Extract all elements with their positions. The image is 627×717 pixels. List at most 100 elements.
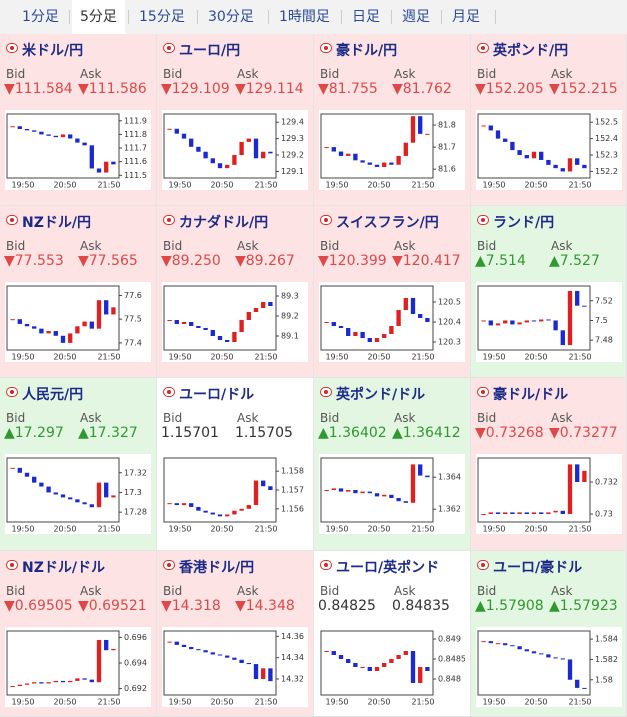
bid-label: Bid bbox=[320, 239, 340, 253]
candle bbox=[539, 319, 544, 322]
tab[interactable]: 5分足 bbox=[72, 0, 125, 34]
candle bbox=[425, 318, 430, 322]
rate-panel[interactable]: カナダドル/円 Bid Ask ▼89.250 ▼89.267 89.3 89.2 89.1 1… bbox=[157, 206, 314, 378]
rate-panel[interactable]: NZドル/ドル Bid Ask ▼0.69505 ▼0.69521 0.696 0.694 0… bbox=[0, 551, 157, 717]
tab[interactable]: 15分足 bbox=[139, 9, 185, 25]
rate-panel[interactable]: 豪ドル/ドル Bid Ask ▼0.73268 ▼0.73277 0.732 0.73 19:… bbox=[471, 378, 627, 551]
pair-name[interactable]: カナダドル/円 bbox=[179, 215, 269, 231]
bid-price: 1.15701 bbox=[161, 425, 219, 441]
mini-chart: 0.696 0.694 0.692 19:50 20:50 21:50 bbox=[5, 627, 151, 707]
ask-price: ▼0.69521 bbox=[78, 598, 147, 614]
pair-name[interactable]: ユーロ/円 bbox=[179, 43, 241, 59]
y-tick-label: 111.8 bbox=[124, 130, 147, 139]
tab[interactable]: 1時間足 bbox=[279, 9, 330, 25]
candle bbox=[239, 320, 244, 332]
pair-name[interactable]: 香港ドル/円 bbox=[179, 560, 255, 576]
separator bbox=[391, 10, 392, 24]
plot-frame bbox=[320, 630, 434, 696]
candle bbox=[367, 162, 372, 165]
x-tick-label: 21:50 bbox=[97, 698, 120, 707]
ask-price: ▲1.57923 bbox=[549, 598, 618, 614]
pair-name[interactable]: NZドル/ドル bbox=[22, 560, 105, 576]
rate-panel[interactable]: 豪ドル/円 Bid Ask ▼81.755 ▼81.762 81.8 81.7 81.6 19:… bbox=[314, 34, 471, 206]
candle bbox=[346, 490, 351, 492]
x-tick-label: 19:50 bbox=[482, 181, 505, 190]
ask-label: Ask bbox=[394, 67, 416, 81]
rate-panel[interactable]: ユーロ/英ポンド Bid Ask 0.84825 0.84835 0.849 0.8485 0… bbox=[314, 551, 471, 717]
y-tick-label: 77.5 bbox=[124, 315, 142, 324]
candle bbox=[10, 126, 15, 128]
y-tick-label: 17.28 bbox=[124, 508, 147, 517]
y-tick-label: 17.3 bbox=[124, 488, 142, 497]
x-tick-label: 19:50 bbox=[168, 698, 191, 707]
y-tick-label: 1.58 bbox=[595, 675, 613, 684]
bid-price: ▼89.250 bbox=[161, 253, 221, 269]
pair-name[interactable]: 豪ドル/円 bbox=[336, 43, 398, 59]
rate-panel[interactable]: スイスフラン/円 Bid Ask ▼120.399 ▼120.417 120.5 120.4… bbox=[314, 206, 471, 378]
flag-icon bbox=[6, 215, 18, 225]
pair-name[interactable]: ランド/円 bbox=[493, 215, 555, 231]
tab[interactable]: 1分足 bbox=[22, 9, 59, 25]
candle bbox=[488, 512, 493, 514]
tab[interactable]: 日足 bbox=[352, 9, 380, 25]
candle bbox=[503, 320, 508, 324]
tab[interactable]: 30分足 bbox=[208, 9, 254, 25]
ask-label: Ask bbox=[394, 584, 416, 598]
candle bbox=[196, 506, 201, 511]
candle bbox=[174, 128, 179, 134]
candle bbox=[495, 643, 501, 645]
ask-label: Ask bbox=[237, 239, 259, 253]
pair-name[interactable]: ユーロ/豪ドル bbox=[493, 560, 583, 576]
rate-panel[interactable]: 英ポンド/円 Bid Ask ▼152.205 ▼152.215 152.5 152.4 15… bbox=[471, 34, 627, 206]
rate-panel[interactable]: ランド/円 Bid Ask ▲7.514 ▲7.527 7.52 7.5 7.48 19:50 2… bbox=[471, 206, 627, 378]
candle bbox=[210, 512, 215, 515]
mini-chart: 0.849 0.8485 0.848 19:50 20:50 21:50 bbox=[319, 627, 465, 707]
candle bbox=[503, 512, 508, 514]
pair-name[interactable]: 豪ドル/ドル bbox=[493, 387, 569, 403]
x-tick-label: 21:50 bbox=[568, 698, 591, 707]
x-tick-label: 20:50 bbox=[524, 353, 547, 362]
ask-price: ▲1.36412 bbox=[392, 425, 461, 441]
candle bbox=[268, 302, 273, 306]
bid-label: Bid bbox=[477, 411, 497, 425]
pair-name[interactable]: 米ドル/円 bbox=[22, 43, 84, 59]
candle bbox=[338, 488, 344, 492]
candle bbox=[346, 153, 351, 156]
tab[interactable]: 週足 bbox=[402, 9, 430, 25]
candle bbox=[203, 328, 208, 330]
bid-label: Bid bbox=[163, 584, 183, 598]
bid-label: Bid bbox=[6, 411, 26, 425]
pair-name[interactable]: ユーロ/英ポンド bbox=[336, 560, 440, 576]
candle bbox=[210, 652, 215, 655]
x-tick-label: 20:50 bbox=[53, 525, 76, 534]
candle bbox=[410, 651, 416, 683]
candle bbox=[174, 320, 179, 324]
pair-name[interactable]: 人民元/円 bbox=[22, 387, 84, 403]
rate-panel[interactable]: ユーロ/円 Bid Ask ▼129.109 ▼129.114 129.4 129.3 129… bbox=[157, 34, 314, 206]
candle bbox=[517, 512, 522, 514]
pair-name[interactable]: スイスフラン/円 bbox=[336, 215, 439, 231]
pair-name[interactable]: 英ポンド/ドル bbox=[336, 387, 426, 403]
rate-panel[interactable]: 人民元/円 Bid Ask ▲17.297 ▲17.327 17.32 17.3 17.28 1… bbox=[0, 378, 157, 551]
rate-panel[interactable]: 香港ドル/円 Bid Ask ▼14.318 ▼14.348 14.36 14.34 14.3… bbox=[157, 551, 314, 717]
candle bbox=[261, 480, 266, 487]
x-tick-label: 21:50 bbox=[568, 525, 591, 534]
rate-panel[interactable]: ユーロ/豪ドル Bid Ask ▲1.57908 ▲1.57923 1.584 1.582 1… bbox=[471, 551, 627, 717]
y-tick-label: 152.4 bbox=[595, 134, 618, 143]
candle bbox=[181, 503, 187, 506]
x-tick-label: 19:50 bbox=[325, 525, 348, 534]
candle bbox=[53, 680, 58, 683]
candle bbox=[46, 331, 51, 334]
rate-panel[interactable]: ユーロ/ドル Bid Ask 1.15701 1.15705 1.158 1.157 1.15… bbox=[157, 378, 314, 551]
tab[interactable]: 月足 bbox=[452, 9, 480, 25]
candle bbox=[75, 326, 80, 334]
candle bbox=[75, 499, 80, 503]
pair-name[interactable]: NZドル/円 bbox=[22, 215, 91, 231]
pair-name[interactable]: ユーロ/ドル bbox=[179, 387, 255, 403]
bid-label: Bid bbox=[163, 67, 183, 81]
rate-panel[interactable]: 米ドル/円 Bid Ask ▼111.584 ▼111.586 111.9 111.8 111… bbox=[0, 34, 157, 206]
pair-name[interactable]: 英ポンド/円 bbox=[493, 43, 569, 59]
rate-panel[interactable]: NZドル/円 Bid Ask ▼77.553 ▼77.565 77.6 77.5 77.4 19… bbox=[0, 206, 157, 378]
rate-panel[interactable]: 英ポンド/ドル Bid Ask ▲1.36402 ▲1.36412 1.364 1.362 1… bbox=[314, 378, 471, 551]
candle bbox=[418, 116, 423, 134]
